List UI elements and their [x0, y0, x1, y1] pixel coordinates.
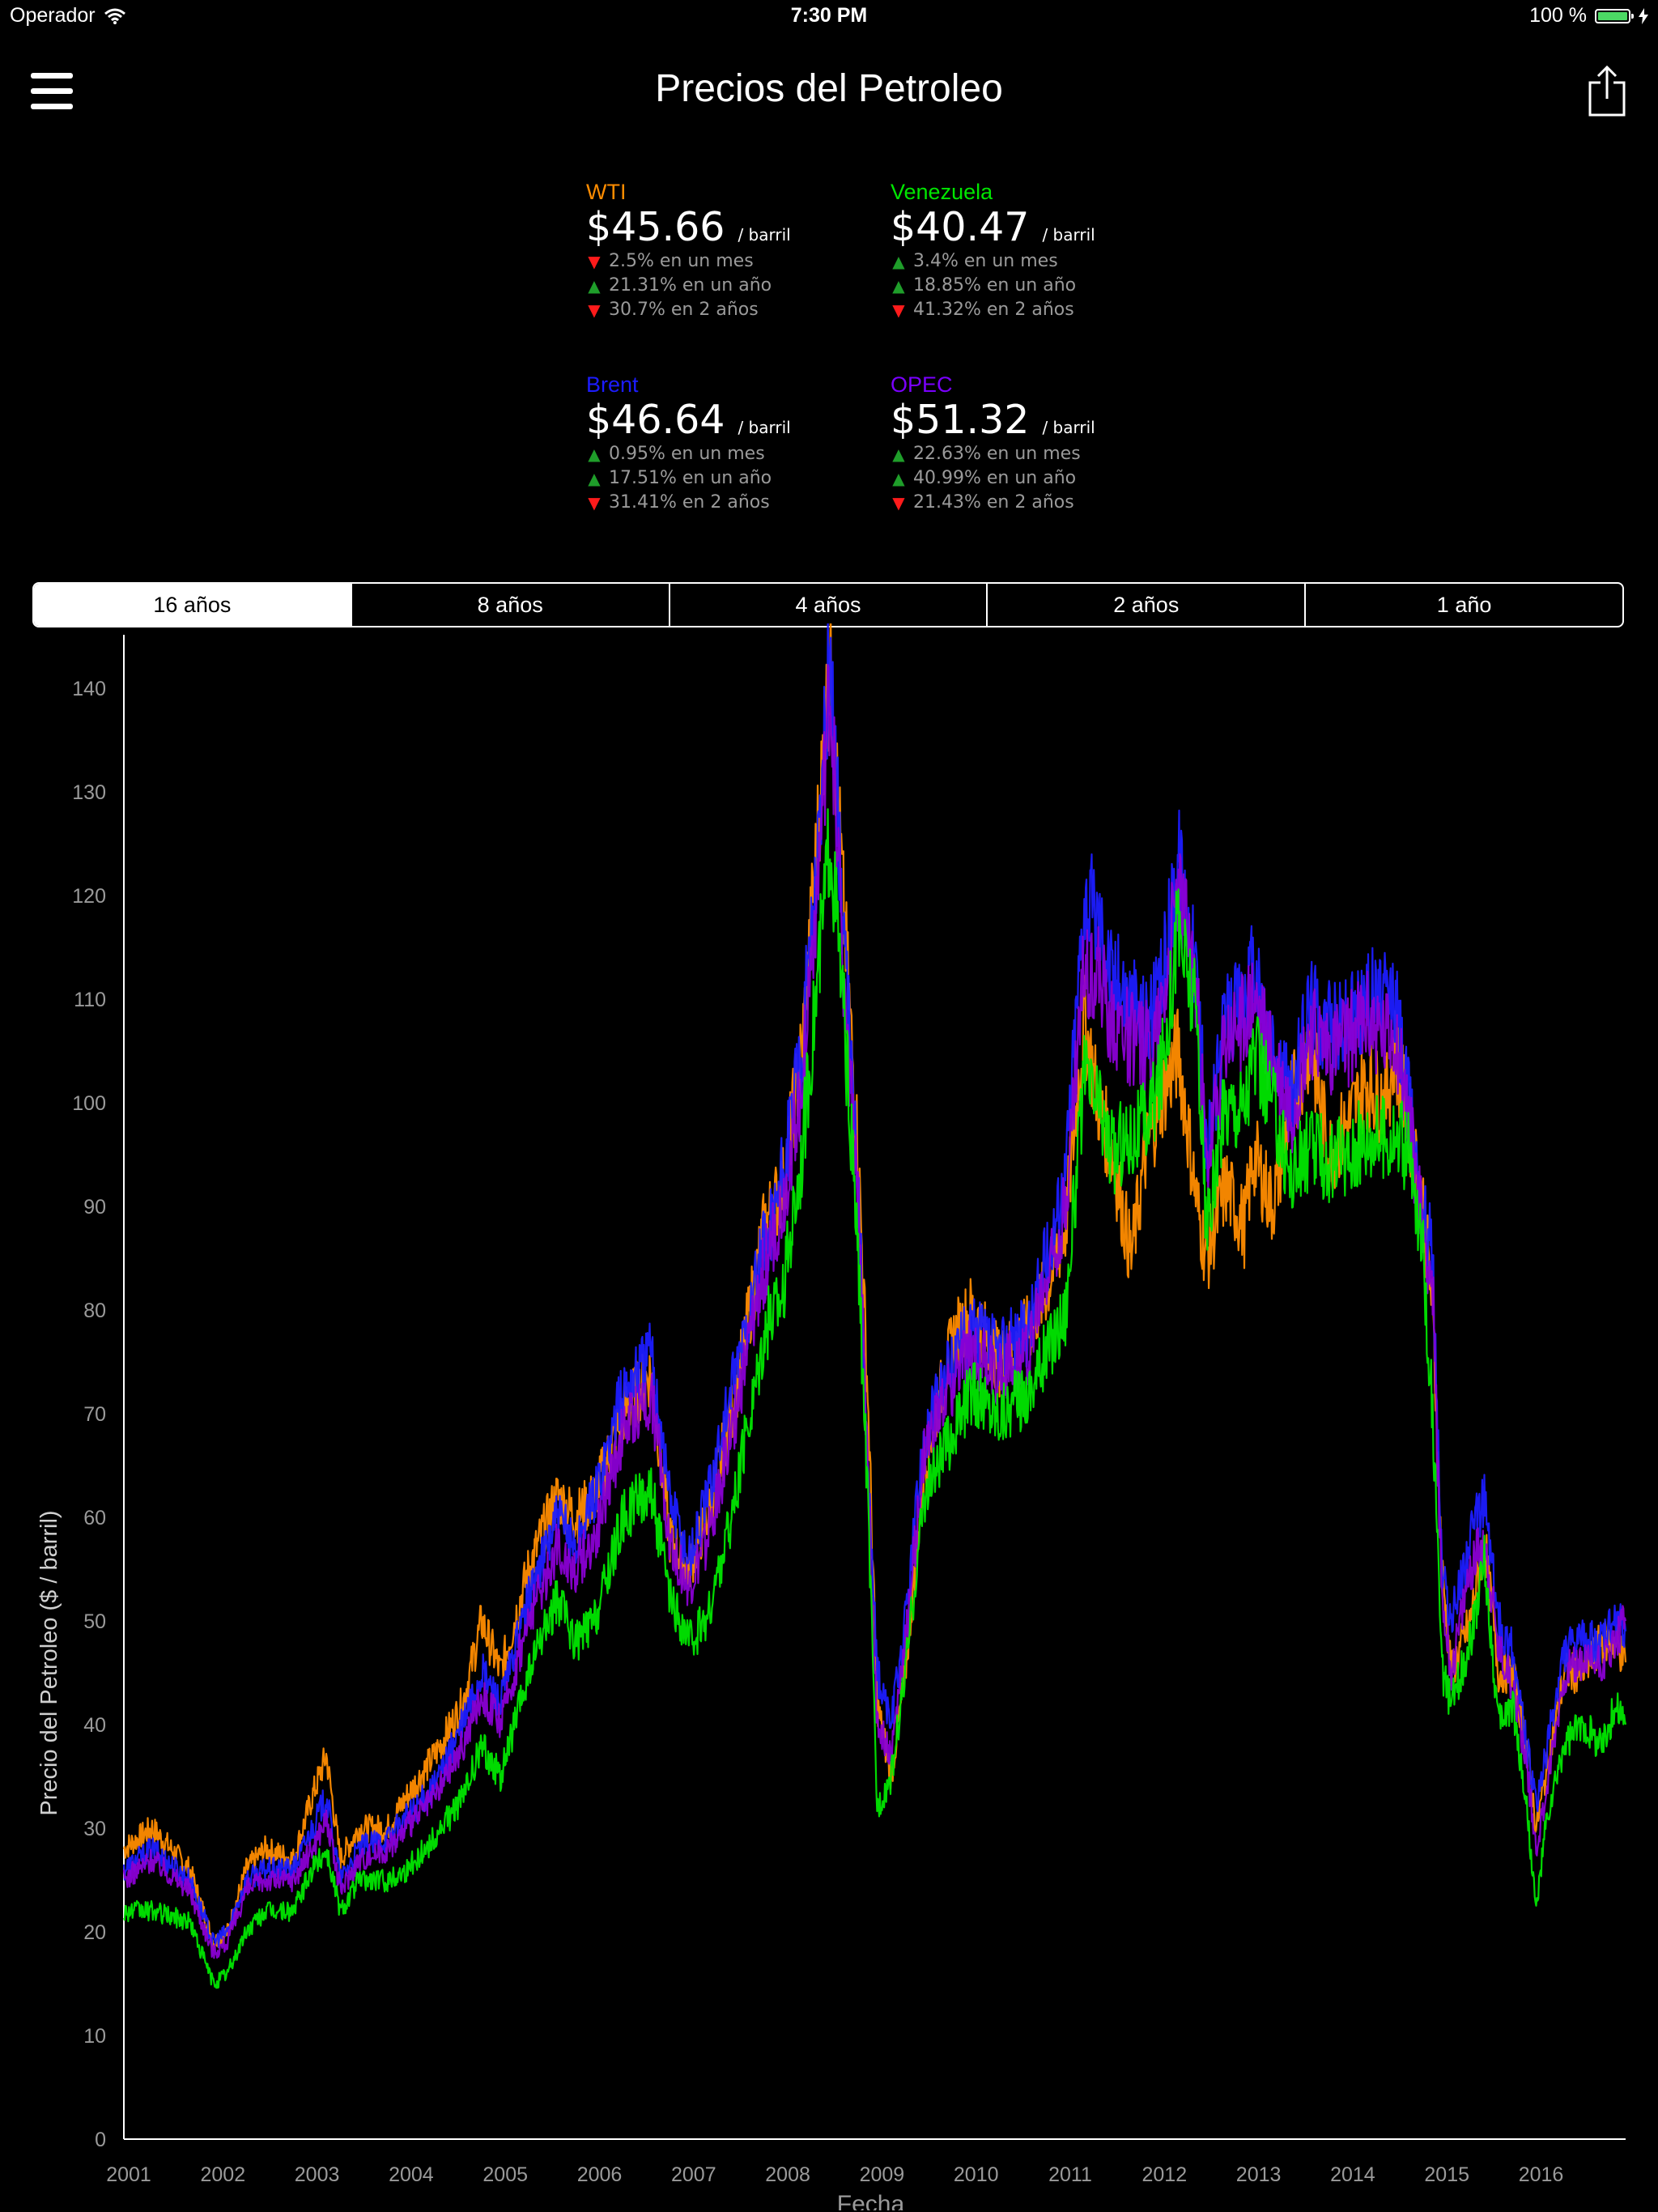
change-year: ▲ 21.31% en un año — [586, 274, 878, 298]
y-tick-label: 50 — [83, 1610, 106, 1633]
range-16-years[interactable]: 16 años — [34, 584, 351, 626]
y-tick-label: 0 — [95, 2129, 106, 2151]
price-unit: / barril — [738, 225, 791, 245]
trend-arrow-icon: ▲ — [588, 445, 601, 464]
trend-arrow-icon: ▲ — [892, 252, 905, 271]
x-tick-label: 2008 — [765, 2163, 810, 2186]
change-two-years: ▼ 31.41% en 2 años — [586, 491, 878, 515]
trend-arrow-icon: ▼ — [588, 252, 601, 271]
x-tick-label: 2010 — [954, 2163, 999, 2186]
trend-arrow-icon: ▲ — [892, 276, 905, 296]
trend-arrow-icon: ▼ — [892, 493, 905, 513]
x-tick-label: 2012 — [1141, 2163, 1187, 2186]
trend-arrow-icon: ▲ — [588, 276, 601, 296]
change-two-years: ▼ 30.7% en 2 años — [586, 298, 878, 322]
wifi-icon — [104, 8, 125, 24]
y-tick-label: 130 — [72, 781, 106, 804]
change-year: ▲ 17.51% en un año — [586, 466, 878, 491]
price-summary: WTI $45.66 / barril ▼ 2.5% en un mes ▲ 21.… — [586, 178, 1104, 526]
change-month: ▲ 3.4% en un mes — [891, 249, 1182, 274]
x-tick-label: 2014 — [1330, 2163, 1375, 2186]
range-4-years[interactable]: 4 años — [668, 584, 987, 626]
y-tick-label: 140 — [72, 678, 106, 700]
series-line-brent — [122, 623, 1627, 1948]
x-axis-label: Fecha — [837, 2191, 905, 2210]
series-line-venezuela — [122, 808, 1627, 1989]
x-tick-label: 2015 — [1424, 2163, 1469, 2186]
change-month: ▲ 0.95% en un mes — [586, 442, 878, 466]
change-two-years: ▼ 21.43% en 2 años — [891, 491, 1182, 515]
price-block-opec: OPEC $51.32 / barril ▲ 22.63% en un mes ▲… — [891, 371, 1182, 515]
page-title: Precios del Petroleo — [655, 67, 1003, 110]
x-tick-label: 2003 — [295, 2163, 340, 2186]
status-right: 100 % — [1529, 4, 1648, 28]
price-value: $40.47 — [891, 204, 1030, 250]
range-8-years[interactable]: 8 años — [350, 584, 669, 626]
price-unit: / barril — [738, 418, 791, 437]
x-tick-label: 2005 — [483, 2163, 528, 2186]
price-block-brent: Brent $46.64 / barril ▲ 0.95% en un mes ▲… — [586, 371, 878, 515]
price-name: WTI — [586, 180, 627, 204]
oil-price-chart[interactable]: 0 10 20 30 40 50 60 70 80 90 100 110 120 130 140 2001 20… — [0, 623, 1658, 2210]
y-tick-label: 100 — [72, 1092, 106, 1115]
price-value: $46.64 — [586, 397, 725, 443]
y-tick-label: 30 — [83, 1818, 106, 1840]
price-block-venezuela: Venezuela $40.47 / barril ▲ 3.4% en un me… — [891, 178, 1182, 322]
x-tick-label: 2016 — [1519, 2163, 1564, 2186]
y-tick-label: 90 — [83, 1196, 106, 1219]
price-name: Venezuela — [891, 180, 993, 204]
y-tick-label: 80 — [83, 1300, 106, 1322]
trend-arrow-icon: ▲ — [892, 469, 905, 488]
change-two-years: ▼ 41.32% en 2 años — [891, 298, 1182, 322]
carrier-label: Operador — [10, 4, 96, 27]
share-icon[interactable] — [1587, 65, 1627, 117]
x-tick-label: 2001 — [106, 2163, 151, 2186]
battery-icon — [1595, 8, 1634, 23]
y-tick-label: 60 — [83, 1507, 106, 1529]
trend-arrow-icon: ▼ — [588, 300, 601, 320]
price-value: $51.32 — [891, 397, 1030, 443]
range-1-year[interactable]: 1 año — [1304, 584, 1622, 626]
y-tick-label: 40 — [83, 1714, 106, 1737]
y-tick-label: 20 — [83, 1921, 106, 1944]
trend-arrow-icon: ▲ — [588, 469, 601, 488]
y-axis-label: Precio del Petroleo ($ / barril) — [36, 1510, 62, 1815]
charging-bolt-icon — [1639, 7, 1648, 24]
x-tick-label: 2002 — [200, 2163, 245, 2186]
status-time: 7:30 PM — [790, 4, 868, 27]
status-bar: Operador 7:30 PM 100 % — [0, 0, 1658, 32]
y-tick-label: 10 — [83, 2025, 106, 2048]
hamburger-menu-icon[interactable] — [31, 73, 73, 110]
status-left: Operador — [10, 4, 126, 28]
change-year: ▲ 40.99% en un año — [891, 466, 1182, 491]
change-month: ▼ 2.5% en un mes — [586, 249, 878, 274]
navigation-bar: Precios del Petroleo — [0, 49, 1658, 130]
change-month: ▲ 22.63% en un mes — [891, 442, 1182, 466]
x-tick-label: 2004 — [389, 2163, 434, 2186]
x-tick-label: 2011 — [1048, 2163, 1092, 2186]
trend-arrow-icon: ▼ — [588, 493, 601, 513]
time-range-selector: 16 años 8 años 4 años 2 años 1 año — [32, 582, 1624, 627]
x-tick-label: 2009 — [860, 2163, 905, 2186]
x-tick-label: 2013 — [1236, 2163, 1282, 2186]
y-tick-label: 70 — [83, 1403, 106, 1426]
y-tick-label: 110 — [74, 989, 106, 1011]
y-tick-label: 120 — [72, 885, 106, 908]
price-block-wti: WTI $45.66 / barril ▼ 2.5% en un mes ▲ 21.… — [586, 178, 878, 322]
price-value: $45.66 — [586, 204, 725, 250]
trend-arrow-icon: ▼ — [892, 300, 905, 320]
price-name: OPEC — [891, 372, 953, 397]
range-2-years[interactable]: 2 años — [986, 584, 1304, 626]
trend-arrow-icon: ▲ — [892, 445, 905, 464]
series-line-opec — [122, 664, 1627, 1959]
change-year: ▲ 18.85% en un año — [891, 274, 1182, 298]
price-name: Brent — [586, 372, 639, 397]
battery-percent: 100 % — [1529, 4, 1587, 27]
price-unit: / barril — [1042, 225, 1095, 245]
x-tick-label: 2006 — [577, 2163, 623, 2186]
price-unit: / barril — [1042, 418, 1095, 437]
x-tick-label: 2007 — [671, 2163, 716, 2186]
